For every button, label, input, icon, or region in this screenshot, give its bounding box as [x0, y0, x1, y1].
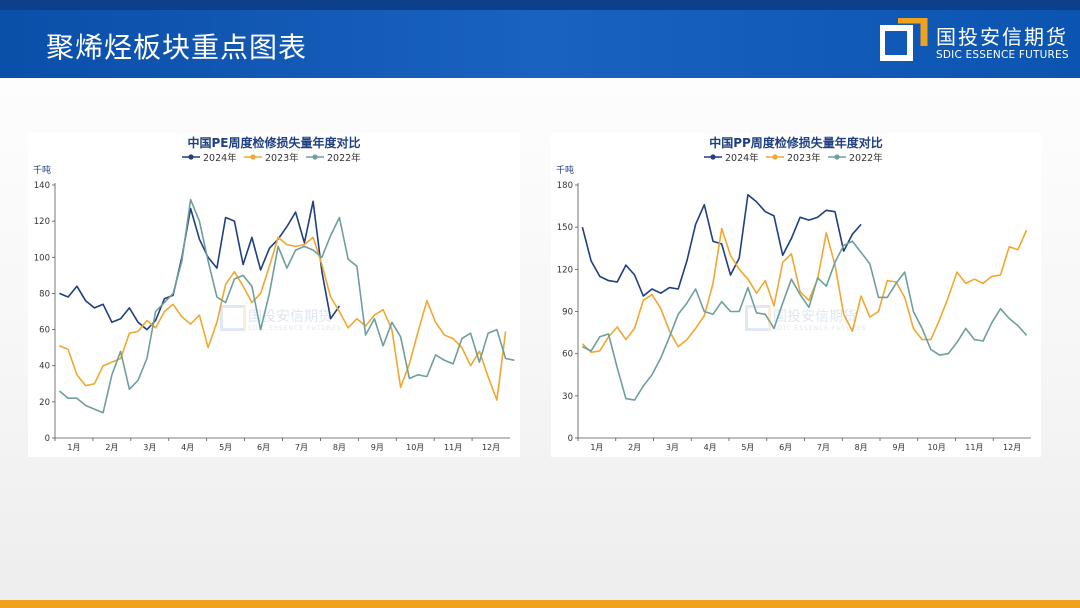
y-tick-label: 80: [39, 289, 50, 299]
company-logo: 国投安信期货 SDIC ESSENCE FUTURES: [880, 18, 1070, 68]
x-tick-label: 8月: [855, 443, 868, 452]
logo-english-name: SDIC ESSENCE FUTURES: [936, 49, 1069, 61]
series-line-2022: [582, 240, 1028, 401]
x-tick-label: 12月: [482, 443, 500, 452]
x-tick-label: 5月: [219, 443, 232, 452]
x-tick-label: 3月: [666, 443, 679, 452]
x-tick-label: 1月: [67, 443, 80, 452]
legend-label: 2022年: [849, 152, 883, 164]
series-line-2023: [581, 227, 1028, 354]
legend-marker: [312, 154, 318, 160]
watermark-logo-icon: [220, 305, 246, 331]
y-tick-label: 0: [45, 434, 50, 444]
x-tick-label: 11月: [444, 443, 462, 452]
y-tick-label: 150: [557, 223, 573, 233]
legend-label: 2023年: [265, 152, 299, 164]
series-line-2023: [59, 236, 507, 401]
chart-title: 中国PP周度检修损失量年度对比: [709, 135, 883, 150]
x-tick-label: 1月: [590, 443, 603, 452]
legend-marker: [772, 154, 778, 160]
x-tick-label: 7月: [295, 443, 308, 452]
header-stripe: [0, 0, 1080, 10]
legend-label: 2024年: [203, 152, 237, 164]
x-tick-label: 10月: [406, 443, 424, 452]
y-tick-label: 180: [557, 181, 573, 191]
y-tick-label: 90: [562, 308, 573, 318]
legend-marker: [250, 154, 256, 160]
legend-label: 2022年: [327, 152, 361, 164]
legend-marker: [834, 154, 840, 160]
x-tick-label: 6月: [257, 443, 270, 452]
x-tick-label: 4月: [181, 443, 194, 452]
chart-legend: 2024年 2023年 2022年: [704, 152, 883, 164]
y-tick-label: 60: [39, 326, 50, 336]
x-tick-label: 12月: [1003, 443, 1021, 452]
logo-chinese-name: 国投安信期货: [936, 25, 1068, 49]
legend-marker: [710, 154, 716, 160]
watermark-cn: 国投安信期货: [248, 309, 332, 325]
x-tick-label: 2月: [628, 443, 641, 452]
y-tick-label: 40: [39, 362, 50, 372]
watermark-en: SDIC ESSENCE FUTURES: [773, 325, 867, 332]
y-tick-label: 60: [562, 350, 573, 360]
pe-chart-panel: 中国PE周度检修损失量年度对比 2024年 2023年 2022年千吨 0 20 40 60 8…: [28, 133, 520, 457]
y-tick-label: 30: [562, 392, 573, 402]
series-line-2024: [581, 193, 862, 297]
logo-mark-icon: [880, 18, 928, 61]
legend-label: 2024年: [725, 152, 759, 164]
watermark-en: SDIC ESSENCE FUTURES: [248, 325, 342, 332]
x-tick-label: 8月: [333, 443, 346, 452]
x-tick-label: 3月: [143, 443, 156, 452]
y-tick-label: 0: [568, 434, 573, 444]
series-line-2022: [58, 198, 515, 414]
y-axis-unit: 千吨: [556, 164, 574, 176]
x-tick-label: 2月: [105, 443, 118, 452]
x-tick-label: 5月: [741, 443, 754, 452]
watermark-cn: 国投安信期货: [773, 309, 857, 325]
watermark-logo-icon: [745, 305, 771, 331]
chart-title: 中国PE周度检修损失量年度对比: [188, 135, 361, 150]
footer-accent-bar: [0, 600, 1080, 608]
x-tick-label: 10月: [928, 443, 946, 452]
x-tick-label: 9月: [371, 443, 384, 452]
legend-label: 2023年: [787, 152, 821, 164]
x-tick-label: 4月: [704, 443, 717, 452]
y-axis-unit: 千吨: [33, 164, 51, 176]
x-tick-label: 7月: [817, 443, 830, 452]
chart-legend: 2024年 2023年 2022年: [182, 152, 361, 164]
x-tick-label: 6月: [779, 443, 792, 452]
y-tick-label: 120: [34, 217, 50, 227]
x-tick-label: 11月: [965, 443, 983, 452]
series-line-2024: [59, 200, 341, 331]
y-tick-label: 100: [34, 253, 50, 263]
y-tick-label: 20: [39, 398, 50, 408]
legend-marker: [188, 154, 194, 160]
header-bar: 聚烯烃板块重点图表 国投安信期货 SDIC ESSENCE FUTURES: [0, 0, 1080, 78]
y-tick-label: 120: [557, 265, 573, 275]
y-tick-label: 140: [34, 181, 50, 191]
pp-chart-panel: 中国PP周度检修损失量年度对比 2024年 2023年 2022年千吨 0 30 60 90 1…: [551, 133, 1041, 457]
page-title: 聚烯烃板块重点图表: [46, 31, 308, 64]
x-tick-label: 9月: [892, 443, 905, 452]
